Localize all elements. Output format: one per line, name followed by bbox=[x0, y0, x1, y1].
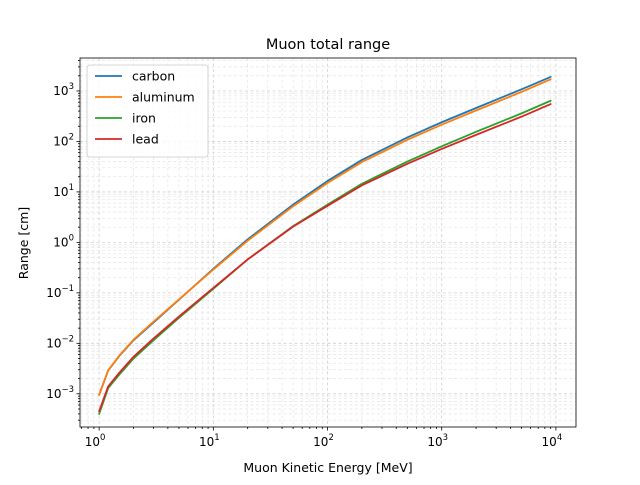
x-tick-label-exponent: 0 bbox=[100, 433, 105, 443]
x-tick-label-exponent: 1 bbox=[214, 433, 219, 443]
series-line-lead bbox=[98, 103, 552, 413]
x-tick-label-exponent: 3 bbox=[443, 433, 448, 443]
legend-label-iron: iron bbox=[132, 111, 156, 126]
y-tick-label-exponent: 2 bbox=[69, 132, 74, 142]
legend: carbon aluminum iron lead bbox=[86, 64, 209, 158]
y-tick-label-exponent: 3 bbox=[69, 82, 74, 92]
legend-label-aluminum: aluminum bbox=[132, 90, 195, 105]
y-axis-label: Range [cm] bbox=[16, 207, 31, 279]
y-tick-label-exponent: −3 bbox=[61, 385, 74, 395]
legend-label-carbon: carbon bbox=[132, 69, 175, 84]
legend-box bbox=[86, 64, 209, 158]
x-tick-label-exponent: 2 bbox=[328, 433, 333, 443]
x-axis-label: Muon Kinetic Energy [MeV] bbox=[243, 460, 412, 475]
y-tick-label-exponent: −1 bbox=[61, 284, 74, 294]
y-tick-label-exponent: 0 bbox=[69, 233, 74, 243]
y-tick-label-exponent: 1 bbox=[69, 183, 74, 193]
x-tick-label-exponent: 4 bbox=[557, 433, 562, 443]
chart-title: Muon total range bbox=[266, 37, 390, 53]
series-lines bbox=[98, 76, 552, 415]
y-tick-label-exponent: −2 bbox=[61, 334, 74, 344]
series-line-aluminum bbox=[98, 78, 552, 396]
legend-label-lead: lead bbox=[132, 132, 159, 147]
